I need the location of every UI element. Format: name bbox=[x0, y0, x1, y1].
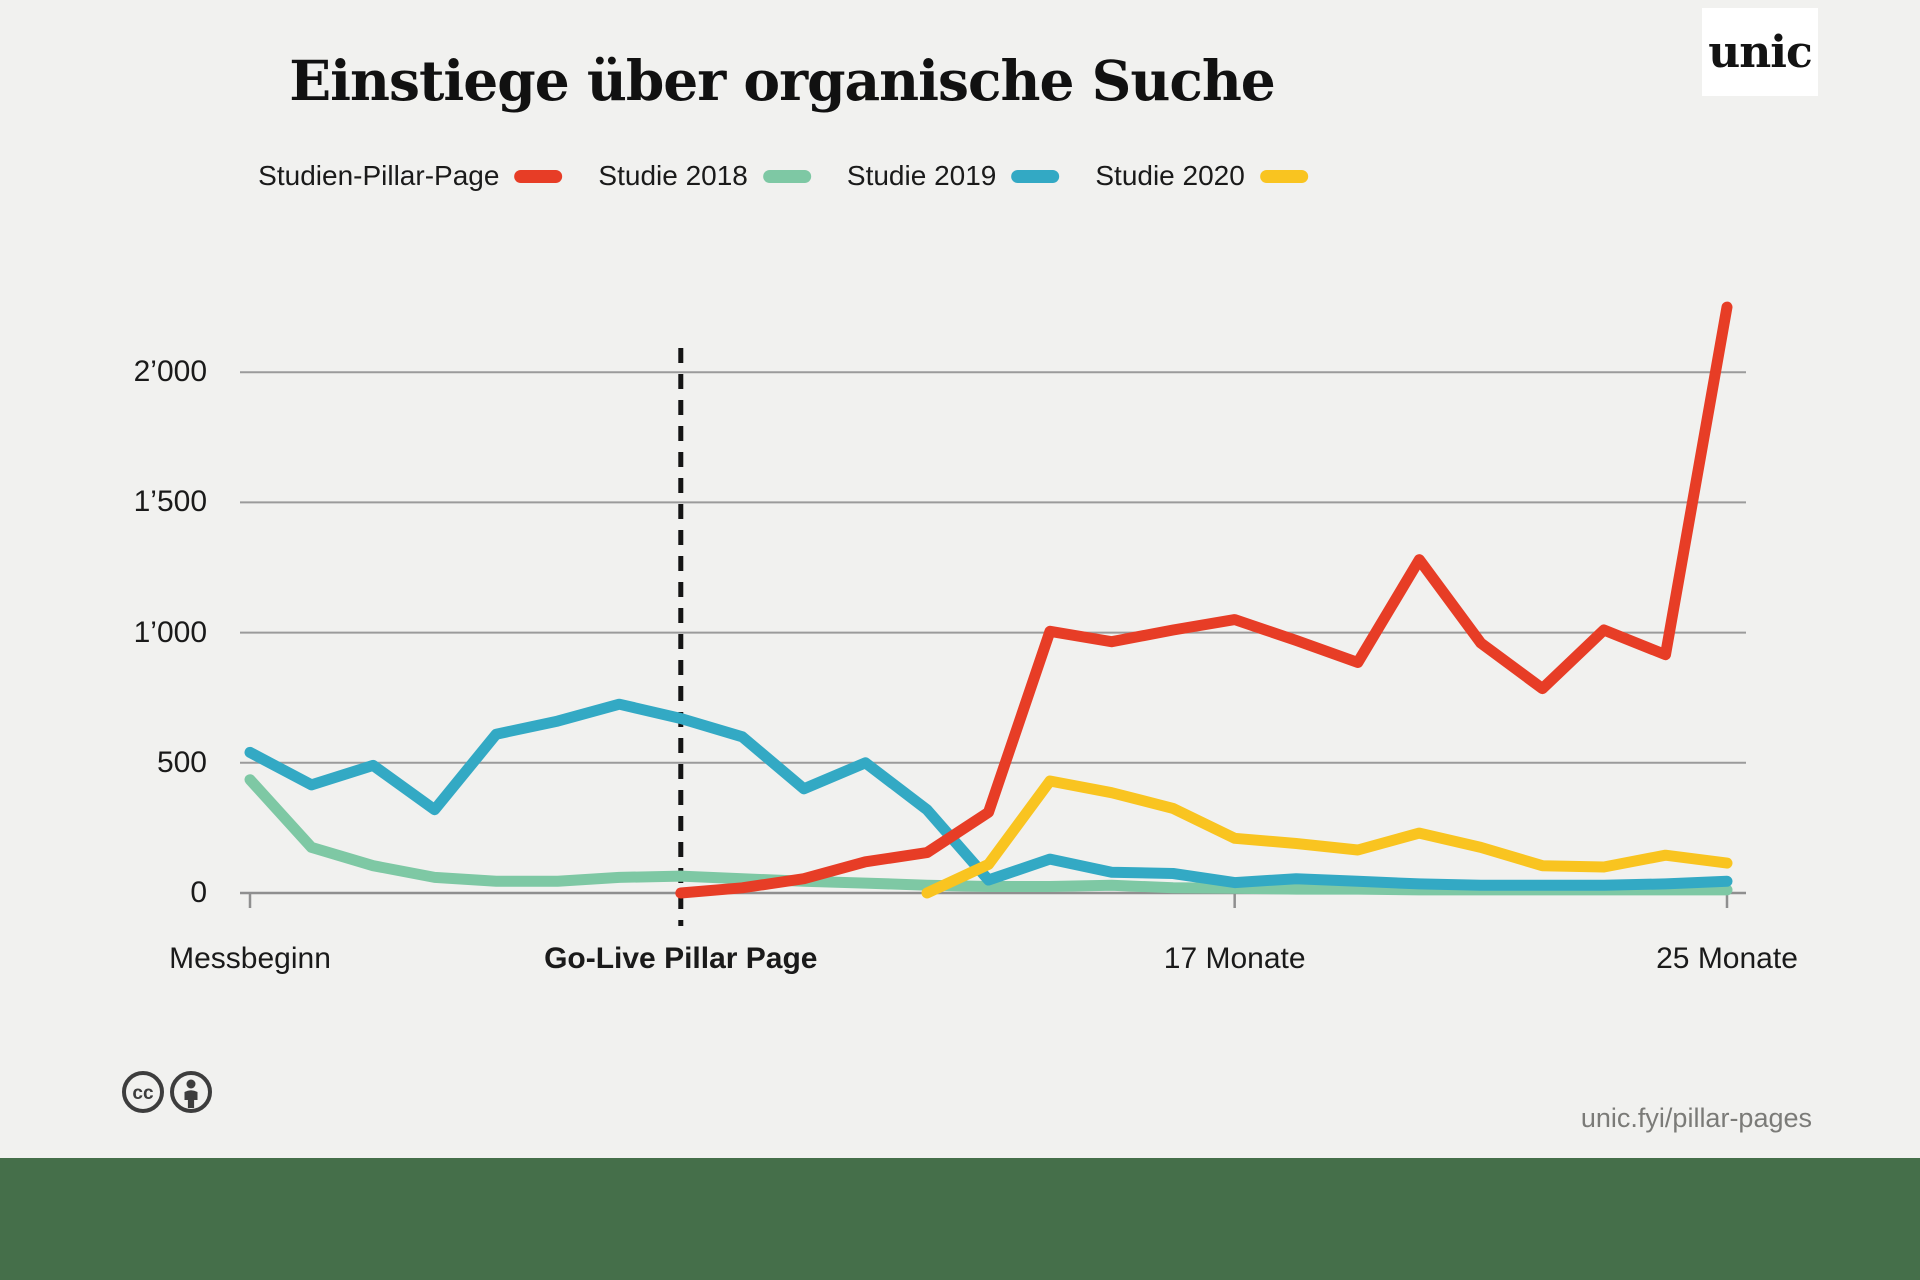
unic-logo: unic bbox=[1702, 8, 1818, 96]
y-tick-label-1000: 1’000 bbox=[133, 615, 207, 649]
legend-item-studie-2020: Studie 2020 bbox=[1095, 160, 1308, 192]
cc-license-icon: cc bbox=[122, 1071, 164, 1113]
x-axis-label-go-live-pillar-page: Go-Live Pillar Page bbox=[544, 942, 818, 975]
license-icons: cc bbox=[122, 1071, 212, 1113]
svg-text:cc: cc bbox=[132, 1083, 154, 1104]
legend-item-studie-2018: Studie 2018 bbox=[598, 160, 811, 192]
y-tick-label-2000: 2’000 bbox=[133, 355, 207, 389]
legend-swatch bbox=[762, 169, 811, 183]
page-title: Einstiege über organische Suche bbox=[289, 48, 1276, 113]
legend-label: Studie 2019 bbox=[846, 160, 997, 191]
chart-legend: Studien-Pillar-Page Studie 2018 Studie 201… bbox=[258, 160, 1308, 192]
series-line-studie-2019 bbox=[244, 698, 1733, 891]
legend-swatch bbox=[1011, 169, 1060, 183]
y-tick-label-500: 500 bbox=[156, 745, 207, 779]
x-axis-label-messbeginn: Messbeginn bbox=[169, 942, 331, 975]
legend-swatch bbox=[1259, 169, 1308, 183]
y-tick-label-1500: 1’500 bbox=[133, 485, 207, 519]
legend-label: Studie 2018 bbox=[598, 160, 748, 191]
legend-swatch bbox=[514, 169, 563, 183]
legend-label: Studie 2020 bbox=[1095, 160, 1245, 191]
series-line-studien-pillar-page bbox=[675, 301, 1733, 899]
x-axis-label-25-monate: 25 Monate bbox=[1656, 942, 1798, 975]
legend-label: Studien-Pillar-Page bbox=[258, 160, 500, 191]
footer-url: unic.fyi/pillar-pages bbox=[1580, 1103, 1812, 1133]
attribution-person-icon bbox=[170, 1071, 212, 1113]
y-tick-label-0: 0 bbox=[190, 876, 207, 909]
series-line-studie-2020 bbox=[921, 775, 1733, 899]
footer-band bbox=[0, 1158, 1920, 1280]
legend-item-studien-pillar-page: Studien-Pillar-Page bbox=[258, 160, 563, 192]
x-axis-label-17-monate: 17 Monate bbox=[1163, 942, 1306, 975]
unic-logo-text: unic bbox=[1708, 26, 1812, 78]
legend-item-studie-2019: Studie 2019 bbox=[846, 160, 1060, 192]
